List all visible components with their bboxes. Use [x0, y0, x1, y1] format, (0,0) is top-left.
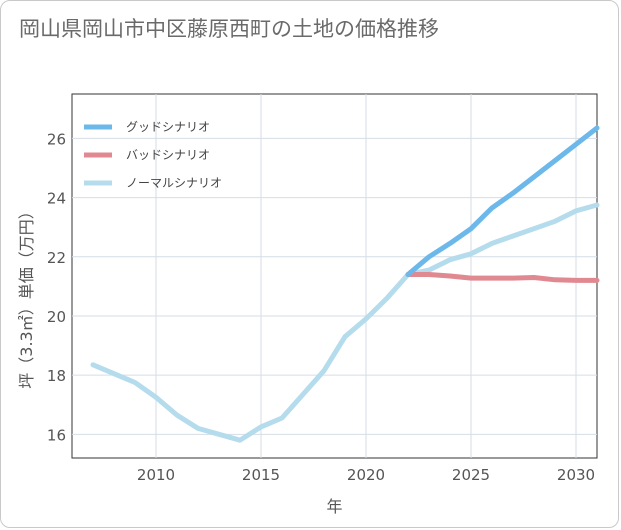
x-tick-label: 2015 — [242, 466, 280, 484]
y-axis-title: 坪（3.3㎡）単価（万円） — [17, 203, 36, 388]
x-tick-label: 2020 — [347, 466, 385, 484]
y-tick-label: 24 — [47, 190, 66, 208]
y-tick-label: 22 — [47, 249, 66, 267]
legend-label: バッドシナリオ — [126, 148, 210, 162]
series-line-2 — [90, 202, 600, 443]
series-line-1 — [405, 272, 600, 283]
x-axis-title: 年 — [326, 497, 342, 516]
series-line-0 — [405, 125, 600, 277]
x-tick-label: 2030 — [557, 466, 595, 484]
y-tick-label: 26 — [47, 130, 66, 148]
x-tick-label: 2010 — [137, 466, 175, 484]
x-tick-label: 2025 — [452, 466, 490, 484]
chart-title: 岡山県岡山市中区藤原西町の土地の価格推移 — [19, 17, 439, 41]
y-tick-label: 16 — [47, 426, 66, 444]
legend-label: ノーマルシナリオ — [126, 176, 222, 190]
y-tick-label: 20 — [47, 308, 66, 326]
y-tick-label: 18 — [47, 367, 66, 385]
legend-label: グッドシナリオ — [126, 120, 210, 134]
